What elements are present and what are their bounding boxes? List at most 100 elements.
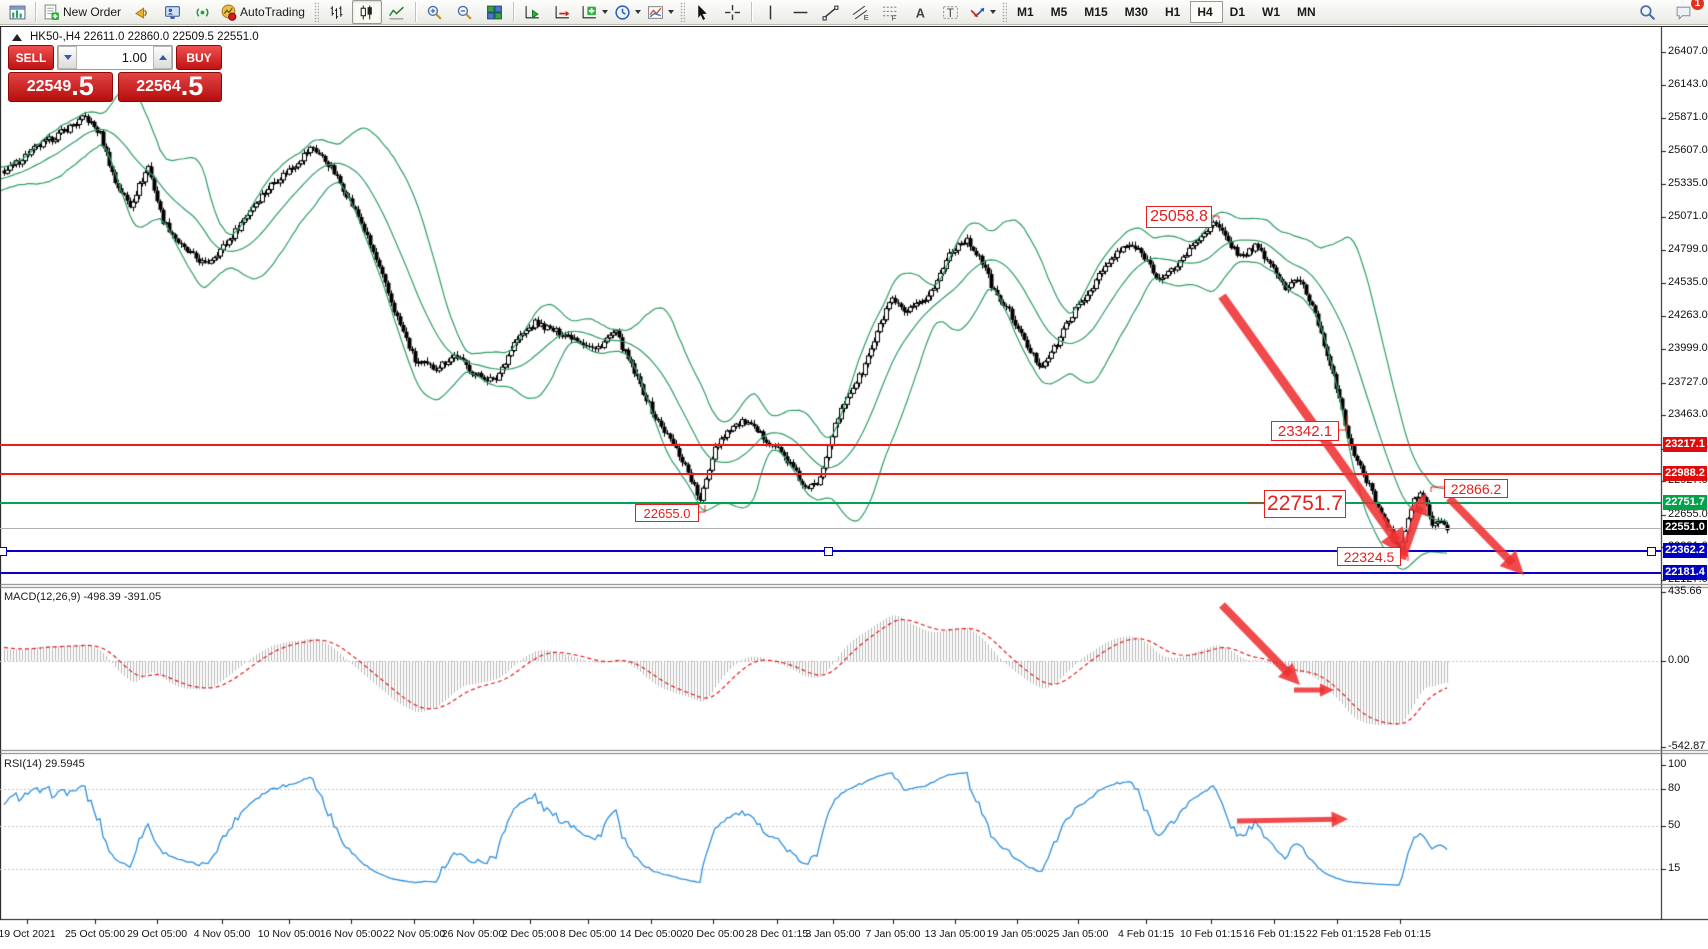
chart-window-icon — [9, 4, 26, 21]
alerts-button[interactable] — [127, 0, 157, 24]
sell-price-frac: .5 — [71, 71, 94, 101]
timeframe-m15[interactable]: M15 — [1077, 1, 1117, 23]
templates-button[interactable] — [644, 0, 677, 24]
fibo-icon: F — [882, 4, 899, 21]
hline-icon — [792, 4, 809, 21]
autotrading-button[interactable]: AutoTrading — [217, 0, 311, 24]
chat-button[interactable]: 1 — [1668, 0, 1704, 24]
new-chart-button[interactable] — [2, 0, 32, 24]
collapse-chart-icon[interactable] — [12, 33, 22, 41]
volume-input[interactable]: 1.00 — [121, 50, 147, 65]
timeframe-h1-label: H1 — [1164, 5, 1181, 19]
text-label-button[interactable]: T — [936, 0, 966, 24]
channel-icon: E — [852, 4, 869, 21]
autoscroll-icon — [524, 4, 541, 21]
zoom-out-icon — [456, 4, 473, 21]
chevron-down-icon[interactable] — [634, 10, 641, 14]
line-chart-mode-button[interactable] — [382, 0, 412, 24]
text-a-icon: A — [912, 4, 929, 21]
auto-scroll-button[interactable] — [518, 0, 548, 24]
svg-text:T: T — [947, 6, 954, 19]
crosshair-button[interactable] — [718, 0, 748, 24]
text-button[interactable]: A — [906, 0, 936, 24]
chart-shift-button[interactable] — [548, 0, 578, 24]
vertical-line-button[interactable] — [756, 0, 786, 24]
terminal-button[interactable] — [157, 0, 187, 24]
tile-windows-button[interactable] — [480, 0, 510, 24]
fibonacci-button[interactable]: F — [876, 0, 906, 24]
timeframe-m30-label: M30 — [1124, 5, 1148, 19]
bar-chart-mode-button[interactable] — [322, 0, 352, 24]
horizontal-line-button[interactable] — [786, 0, 816, 24]
chart-price-label[interactable]: 22655.0 — [635, 504, 699, 522]
zoom-out-button[interactable] — [450, 0, 480, 24]
svg-text:A: A — [916, 5, 925, 20]
chart-price-label[interactable]: 22866.2 — [1444, 479, 1508, 498]
sell-button[interactable]: SELL — [8, 45, 54, 70]
channel-button[interactable]: E — [846, 0, 876, 24]
toolbar-grip[interactable] — [313, 2, 319, 22]
timeframe-mn-label: MN — [1297, 5, 1316, 19]
toolbar-separator — [414, 2, 417, 22]
chevron-down-icon[interactable] — [989, 10, 996, 14]
buy-price-frac: .5 — [180, 71, 204, 101]
buy-price[interactable]: 22564.5 — [117, 71, 222, 102]
buy-button[interactable]: BUY — [176, 45, 222, 70]
arrows-button[interactable] — [966, 0, 999, 24]
chart-price-label[interactable]: 23342.1 — [1271, 421, 1339, 441]
new-order-button[interactable]: New Order — [40, 0, 127, 24]
one-click-trading-panel: SELL 1.00 BUY 22549.5 22564.5 — [8, 45, 222, 102]
terminal-icon — [164, 4, 181, 21]
periods-button[interactable] — [611, 0, 644, 24]
horn-icon — [134, 4, 151, 21]
svg-text:E: E — [864, 12, 869, 20]
timeframe-w1-label: W1 — [1262, 5, 1281, 19]
timeframe-m15-label: M15 — [1084, 5, 1108, 19]
timeframe-d1[interactable]: D1 — [1223, 1, 1255, 23]
timeframe-h4[interactable]: H4 — [1190, 1, 1223, 23]
template-icon — [647, 4, 664, 21]
chevron-down-icon[interactable] — [667, 10, 674, 14]
label-t-icon: T — [942, 4, 959, 21]
svg-text:F: F — [892, 13, 897, 21]
search-button[interactable] — [1632, 0, 1662, 24]
timeframe-m1[interactable]: M1 — [1010, 1, 1044, 23]
volume-decrease-button[interactable] — [58, 46, 77, 69]
chart-price-label[interactable]: 25058.8 — [1146, 206, 1212, 228]
clock-icon — [614, 4, 631, 21]
timeframe-mn[interactable]: MN — [1290, 1, 1326, 23]
autotrading-icon — [220, 4, 237, 21]
chart-title-row: HK50-,H4 22611.0 22860.0 22509.5 22551.0 — [12, 31, 259, 43]
zoom-in-button[interactable] — [420, 0, 450, 24]
timeframe-d1-label: D1 — [1229, 5, 1246, 19]
sell-price[interactable]: 22549.5 — [8, 72, 113, 102]
zoom-in-icon — [426, 4, 443, 21]
shift-icon — [554, 4, 571, 21]
cursor-button[interactable] — [688, 0, 718, 24]
indicator-plus-icon — [581, 4, 598, 21]
timeframe-m30[interactable]: M30 — [1118, 1, 1158, 23]
annotation-canvas — [0, 27, 1708, 949]
timeframe-h1[interactable]: H1 — [1158, 1, 1190, 23]
toolbar-grip[interactable] — [679, 2, 685, 22]
toolbar: New Order AutoTrading E F A T M1 M5 M15 M30 H1 H4 D1… — [0, 0, 1708, 25]
timeframe-m5[interactable]: M5 — [1044, 1, 1078, 23]
chart-price-label[interactable]: 22324.5 — [1337, 547, 1401, 566]
signals-button[interactable] — [187, 0, 217, 24]
tile-icon — [486, 4, 503, 21]
arrows-icon — [969, 4, 986, 21]
timeframe-w1[interactable]: W1 — [1255, 1, 1290, 23]
toolbar-grip[interactable] — [1001, 2, 1007, 22]
toolbar-separator — [512, 2, 515, 22]
cursor-icon — [694, 4, 711, 21]
candle-chart-mode-button[interactable] — [351, 0, 382, 24]
chevron-down-icon[interactable] — [601, 10, 608, 14]
volume-increase-button[interactable] — [153, 46, 172, 69]
chevron-down-icon — [63, 55, 72, 60]
trendline-button[interactable] — [816, 0, 846, 24]
timeframe-m1-label: M1 — [1016, 5, 1034, 19]
indicators-button[interactable] — [578, 0, 611, 24]
chart-price-label[interactable]: 22751.7 — [1264, 490, 1346, 518]
toolbar-separator — [750, 2, 753, 22]
